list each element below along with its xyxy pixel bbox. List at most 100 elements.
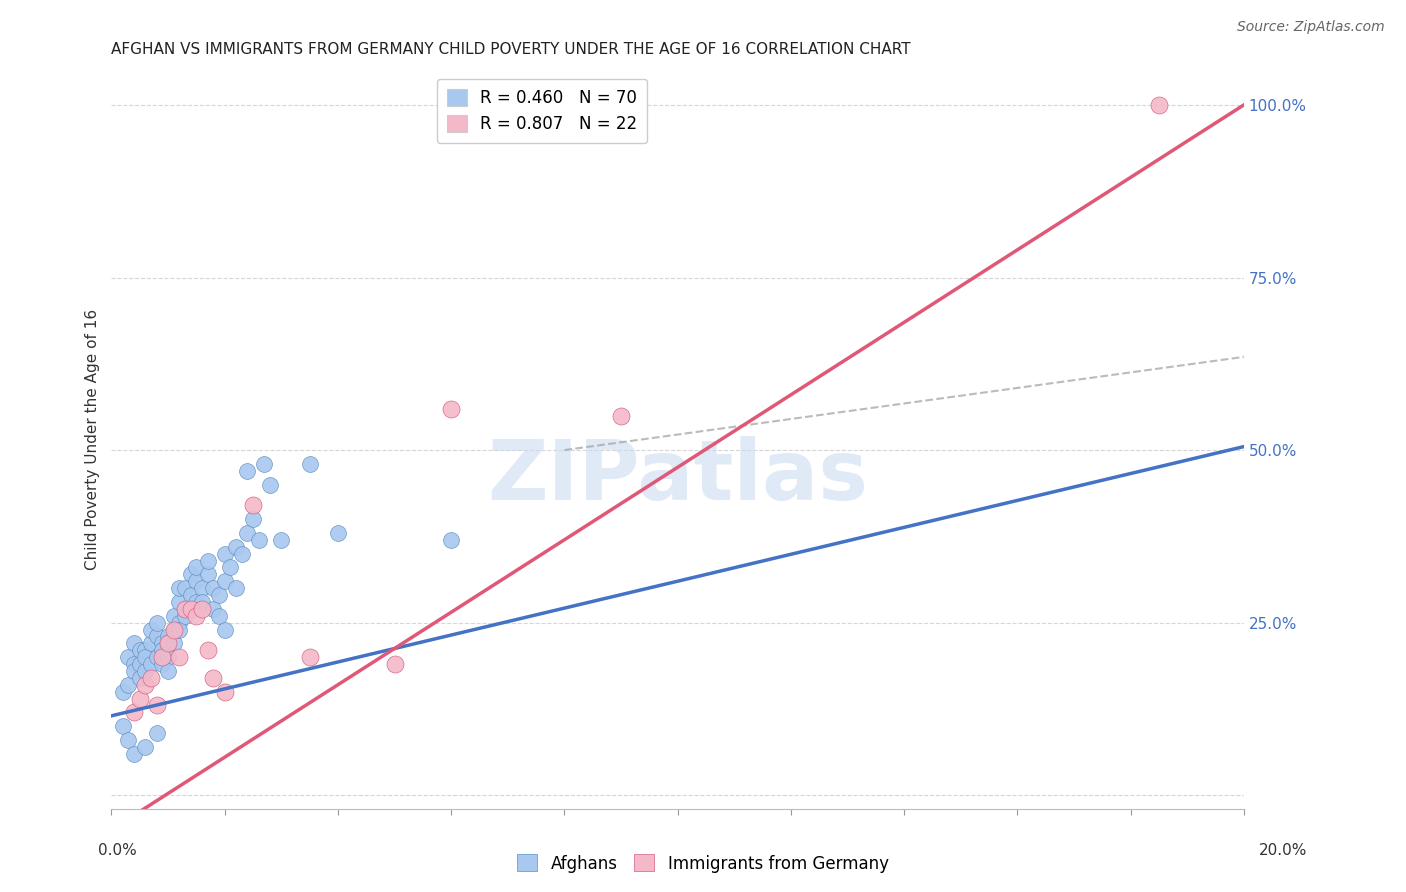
Point xyxy=(150,643,173,657)
Point xyxy=(180,567,202,582)
Point xyxy=(157,636,180,650)
Point xyxy=(134,664,156,678)
Point xyxy=(186,595,208,609)
Point xyxy=(191,595,214,609)
Point xyxy=(174,581,197,595)
Point xyxy=(134,643,156,657)
Point xyxy=(134,678,156,692)
Point xyxy=(242,498,264,512)
Point xyxy=(128,671,150,685)
Point xyxy=(202,581,225,595)
Point xyxy=(191,602,214,616)
Point xyxy=(117,733,139,747)
Point xyxy=(169,615,191,630)
Point xyxy=(186,574,208,589)
Point xyxy=(253,457,276,471)
Point xyxy=(145,629,167,643)
Point xyxy=(186,608,208,623)
Point xyxy=(191,581,214,595)
Point xyxy=(259,477,281,491)
Point xyxy=(197,553,219,567)
Point xyxy=(139,623,162,637)
Point xyxy=(174,608,197,623)
Point xyxy=(214,623,236,637)
Point xyxy=(157,664,180,678)
Point xyxy=(157,636,180,650)
Point xyxy=(128,657,150,671)
Point xyxy=(111,684,134,698)
Point xyxy=(174,602,197,616)
Point xyxy=(214,547,236,561)
Point xyxy=(157,650,180,665)
Point xyxy=(145,726,167,740)
Point xyxy=(157,629,180,643)
Legend: R = 0.460   N = 70, R = 0.807   N = 22: R = 0.460 N = 70, R = 0.807 N = 22 xyxy=(437,78,647,144)
Point xyxy=(169,650,191,665)
Point xyxy=(150,636,173,650)
Point xyxy=(169,623,191,637)
Point xyxy=(208,588,231,602)
Point xyxy=(163,623,186,637)
Point xyxy=(236,464,259,478)
Point xyxy=(236,525,259,540)
Point xyxy=(610,409,633,423)
Point xyxy=(219,560,242,574)
Point xyxy=(128,691,150,706)
Legend: Afghans, Immigrants from Germany: Afghans, Immigrants from Germany xyxy=(510,847,896,880)
Text: ZIPatlas: ZIPatlas xyxy=(486,436,868,517)
Point xyxy=(122,664,145,678)
Point xyxy=(242,512,264,526)
Point xyxy=(122,747,145,761)
Text: 0.0%: 0.0% xyxy=(98,843,138,858)
Point xyxy=(150,650,173,665)
Point xyxy=(214,684,236,698)
Point xyxy=(180,602,202,616)
Point xyxy=(117,678,139,692)
Point xyxy=(145,615,167,630)
Text: AFGHAN VS IMMIGRANTS FROM GERMANY CHILD POVERTY UNDER THE AGE OF 16 CORRELATION : AFGHAN VS IMMIGRANTS FROM GERMANY CHILD … xyxy=(111,42,911,57)
Point xyxy=(186,560,208,574)
Point xyxy=(298,457,321,471)
Point xyxy=(174,602,197,616)
Point xyxy=(163,608,186,623)
Point xyxy=(197,567,219,582)
Point xyxy=(122,636,145,650)
Point xyxy=(225,540,247,554)
Text: 20.0%: 20.0% xyxy=(1260,843,1308,858)
Point xyxy=(111,719,134,733)
Point xyxy=(139,636,162,650)
Point xyxy=(145,650,167,665)
Point xyxy=(128,643,150,657)
Point xyxy=(163,623,186,637)
Y-axis label: Child Poverty Under the Age of 16: Child Poverty Under the Age of 16 xyxy=(86,310,100,570)
Point xyxy=(298,650,321,665)
Point xyxy=(1147,98,1170,112)
Point xyxy=(197,643,219,657)
Point xyxy=(440,401,463,416)
Point xyxy=(214,574,236,589)
Point xyxy=(384,657,406,671)
Point xyxy=(117,650,139,665)
Point xyxy=(134,650,156,665)
Point xyxy=(270,533,292,547)
Point xyxy=(134,739,156,754)
Point xyxy=(231,547,253,561)
Point xyxy=(202,671,225,685)
Text: Source: ZipAtlas.com: Source: ZipAtlas.com xyxy=(1237,20,1385,34)
Point xyxy=(163,636,186,650)
Point xyxy=(139,671,162,685)
Point xyxy=(247,533,270,547)
Point xyxy=(122,657,145,671)
Point xyxy=(440,533,463,547)
Point xyxy=(139,657,162,671)
Point xyxy=(326,525,349,540)
Point xyxy=(202,602,225,616)
Point xyxy=(145,698,167,713)
Point xyxy=(180,588,202,602)
Point xyxy=(122,706,145,720)
Point xyxy=(225,581,247,595)
Point xyxy=(150,657,173,671)
Point xyxy=(208,608,231,623)
Point xyxy=(169,595,191,609)
Point xyxy=(169,581,191,595)
